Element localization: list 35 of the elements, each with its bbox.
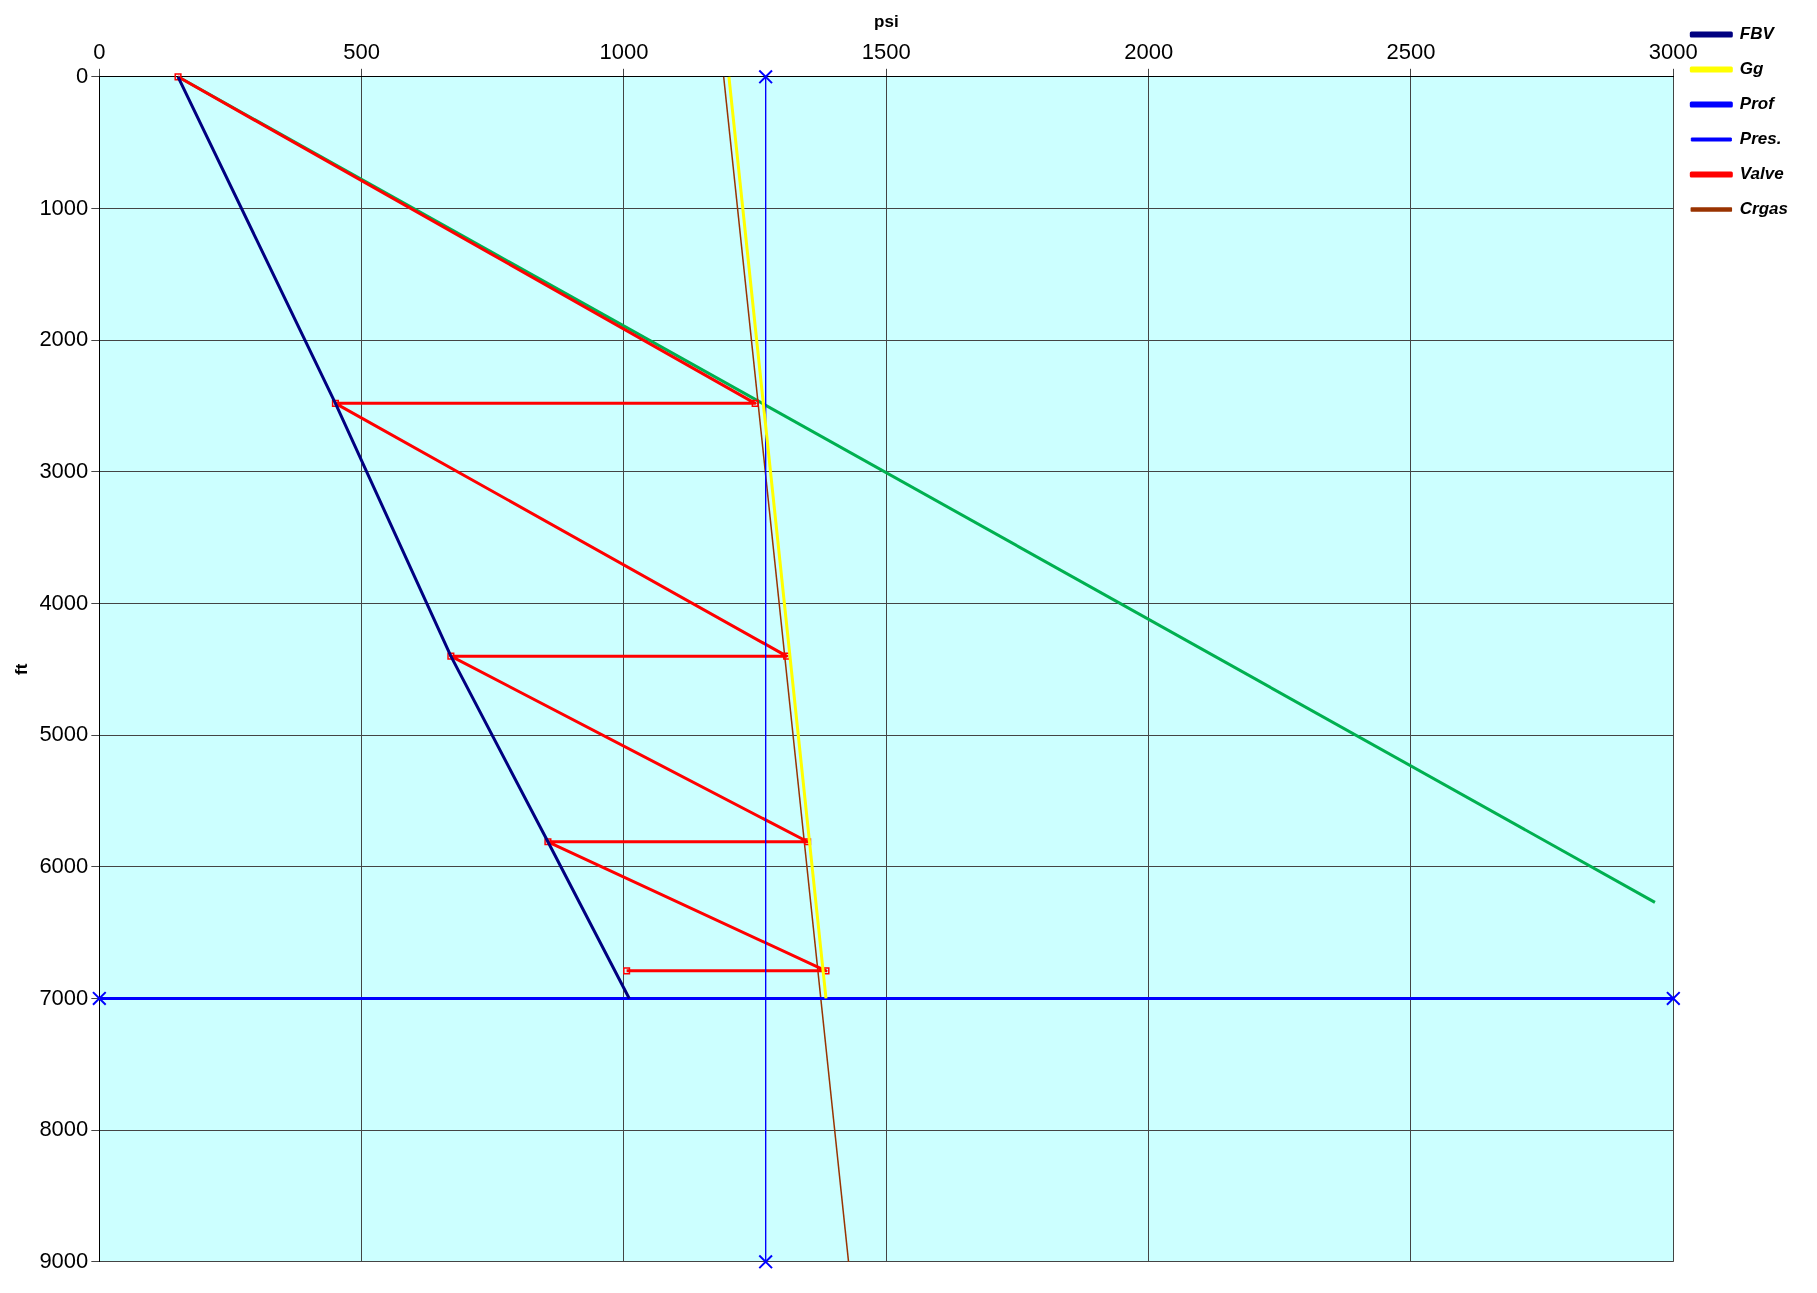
point: [1665, 991, 1681, 1006]
legend-label: Valve: [1739, 164, 1784, 184]
legend-label: Pres.: [1739, 129, 1782, 149]
x-tick-label: 2500: [1386, 38, 1436, 64]
y-tick-label: 7000: [39, 984, 89, 1010]
legend-label: Crgas: [1739, 199, 1788, 219]
x-tick-label: 500: [343, 38, 381, 64]
point: [758, 69, 774, 85]
legend-label: Gg: [1739, 59, 1765, 79]
point: [331, 399, 340, 407]
x-axis-title: psi: [874, 11, 899, 31]
legend-label: Prof: [1739, 94, 1777, 114]
x-tick-label: 0: [93, 38, 106, 64]
y-tick-label: 2000: [39, 326, 89, 352]
point: [751, 399, 759, 407]
y-tick-label: 6000: [39, 852, 89, 878]
y-tick-label: 8000: [39, 1116, 89, 1142]
y-tick-label: 4000: [39, 589, 89, 615]
y-tick-label: 9000: [39, 1247, 89, 1273]
point: [544, 838, 552, 846]
point: [758, 1254, 774, 1270]
y-tick-label: 5000: [39, 721, 89, 747]
x-tick-label: 1500: [861, 38, 911, 64]
point: [447, 652, 455, 660]
legend-label: FBV: [1739, 24, 1776, 44]
y-tick-label: 3000: [39, 457, 89, 483]
point: [174, 73, 182, 81]
point: [91, 991, 107, 1006]
y-tick-label: 0: [76, 62, 89, 88]
y-axis-title: ft: [11, 663, 31, 675]
y-tick-label: 1000: [39, 194, 89, 220]
point: [623, 967, 631, 975]
x-tick-label: 2000: [1124, 38, 1174, 64]
x-tick-label: 3000: [1648, 38, 1698, 64]
x-tick-label: 1000: [599, 38, 649, 64]
